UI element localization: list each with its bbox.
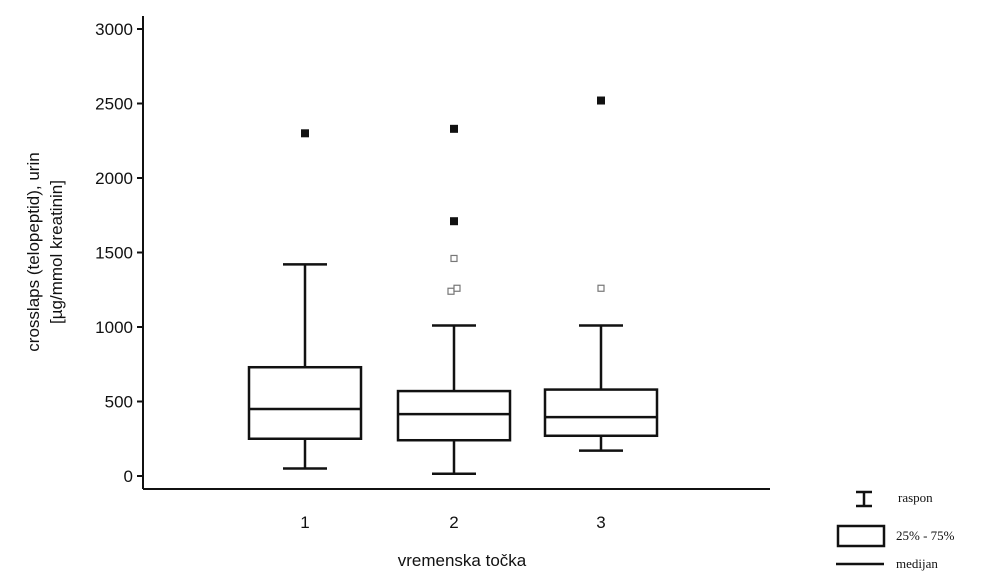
y-tick-label: 500 bbox=[105, 393, 133, 412]
y-axis-title-line-2: [µg/mmol kreatinin] bbox=[47, 180, 66, 324]
legend-box-symbol bbox=[836, 524, 886, 548]
iqr-box bbox=[543, 388, 659, 438]
outlier-point bbox=[447, 287, 455, 295]
box-group bbox=[247, 129, 363, 470]
extreme-point bbox=[597, 96, 605, 105]
iqr-box bbox=[247, 365, 363, 441]
box-series bbox=[247, 96, 659, 476]
legend-median-label: medijan bbox=[896, 556, 938, 571]
x-axis-title: vremenska točka bbox=[398, 551, 527, 570]
y-tick-label: 1000 bbox=[95, 318, 133, 337]
extreme-point bbox=[301, 129, 309, 138]
outlier-point bbox=[597, 284, 605, 292]
outlier-point bbox=[450, 254, 458, 263]
legend-range-symbol bbox=[856, 490, 872, 508]
extreme-point bbox=[450, 217, 458, 226]
legend-range-label: raspon bbox=[898, 490, 933, 505]
y-tick-label: 0 bbox=[124, 467, 133, 486]
y-axis-title-line-1: crosslaps (telopeptid), urin bbox=[24, 152, 43, 351]
box-group bbox=[543, 96, 659, 452]
y-tick-label: 1500 bbox=[95, 244, 133, 263]
y-tick-label: 2500 bbox=[95, 95, 133, 114]
x-tick-label: 2 bbox=[449, 513, 458, 532]
axes: 0 500 1000 1500 2000 2500 3000 1 2 3 bbox=[95, 16, 770, 532]
axis-titles: vremenska točka crosslaps (telopeptid), … bbox=[24, 152, 527, 570]
y-tick-label: 3000 bbox=[95, 20, 133, 39]
outlier-point bbox=[453, 284, 461, 292]
iqr-box bbox=[396, 389, 512, 442]
x-tick-label: 1 bbox=[300, 513, 309, 532]
y-tick-label: 2000 bbox=[95, 169, 133, 188]
legend: raspon 25% - 75% medijan bbox=[836, 490, 955, 571]
x-tick-label: 3 bbox=[596, 513, 605, 532]
extreme-point bbox=[450, 124, 458, 133]
box-group bbox=[396, 124, 512, 476]
legend-box-label: 25% - 75% bbox=[896, 528, 955, 543]
